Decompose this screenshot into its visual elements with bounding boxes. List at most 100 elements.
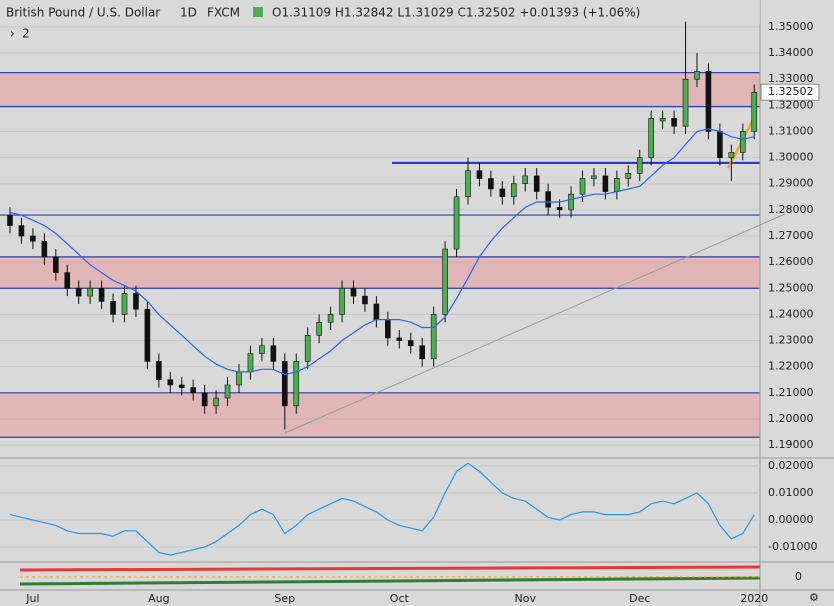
candle-body bbox=[121, 293, 128, 315]
candle-body bbox=[247, 353, 254, 373]
zone bbox=[0, 256, 760, 289]
last-price-box bbox=[760, 83, 820, 101]
candle-body bbox=[270, 345, 277, 362]
candle-body bbox=[259, 345, 265, 354]
candle-body bbox=[373, 303, 380, 320]
candle-body bbox=[430, 314, 437, 360]
candle-body bbox=[327, 314, 334, 323]
candle-body bbox=[739, 131, 746, 153]
candle-body bbox=[705, 71, 712, 132]
candle-body bbox=[419, 345, 426, 360]
indicator-line bbox=[19, 565, 761, 572]
candle-body bbox=[579, 178, 586, 195]
candle-body bbox=[41, 240, 48, 258]
candle-body bbox=[648, 118, 655, 158]
zone bbox=[0, 72, 760, 107]
candle-body bbox=[499, 188, 506, 198]
x-tick-label: Sep bbox=[274, 592, 295, 605]
settings-icon[interactable]: ⚙ bbox=[809, 591, 819, 604]
candle-body bbox=[636, 157, 643, 174]
candle-body bbox=[682, 78, 689, 127]
candle-body bbox=[133, 293, 139, 310]
y-tick-label: 0 bbox=[795, 570, 802, 583]
candle-body bbox=[75, 287, 82, 297]
candle-body bbox=[488, 178, 494, 190]
candle-body bbox=[316, 321, 322, 336]
candle-body bbox=[510, 183, 517, 198]
y-tick-label: -0.01000 bbox=[768, 540, 817, 553]
candle-body bbox=[614, 178, 620, 192]
y-tick-label: 1.21000 bbox=[768, 386, 814, 399]
zone bbox=[0, 392, 760, 438]
y-tick-label: 1.30000 bbox=[768, 151, 814, 164]
y-tick-label: 1.24000 bbox=[768, 307, 814, 320]
candle-body bbox=[7, 214, 13, 226]
candle-body bbox=[659, 118, 666, 122]
y-tick-label: 1.33000 bbox=[768, 72, 814, 85]
x-tick-label: Aug bbox=[148, 592, 169, 605]
candle-body bbox=[396, 337, 403, 341]
candle-body bbox=[568, 193, 574, 211]
y-tick-label: 0.00000 bbox=[768, 513, 814, 526]
candle-body bbox=[224, 384, 231, 399]
candle-body bbox=[64, 272, 71, 289]
candle-body bbox=[362, 295, 368, 305]
candle-body bbox=[442, 248, 448, 315]
last-price-label: 1.32502 bbox=[768, 85, 814, 98]
candle-body bbox=[144, 308, 151, 362]
x-tick-label: Jul bbox=[25, 592, 39, 605]
interval[interactable]: 1D bbox=[180, 6, 197, 20]
price-pane bbox=[0, 26, 760, 446]
y-tick-label: 1.22000 bbox=[768, 360, 814, 373]
candle-body bbox=[602, 175, 609, 192]
collapse-icon[interactable]: › bbox=[10, 27, 15, 41]
x-tick-label: Dec bbox=[629, 592, 650, 605]
candle-body bbox=[293, 361, 300, 407]
candle-body bbox=[236, 371, 242, 386]
candle-body bbox=[385, 319, 391, 339]
candle-body bbox=[591, 175, 597, 179]
y-tick-label: 1.23000 bbox=[768, 334, 814, 347]
candle-body bbox=[87, 287, 93, 297]
y-tick-label: 0.02000 bbox=[768, 459, 814, 472]
ohlc: O1.31109 H1.32842 L1.31029 C1.32502 +0.0… bbox=[272, 6, 640, 20]
candle-body bbox=[625, 172, 632, 179]
candle-body bbox=[339, 287, 345, 315]
moving-average bbox=[9, 128, 755, 376]
y-tick-label: 1.35000 bbox=[768, 20, 814, 33]
collapsed-count[interactable]: 2 bbox=[22, 27, 30, 41]
x-tick-label: 2020 bbox=[740, 592, 768, 605]
candle-body bbox=[281, 361, 288, 407]
candle-body bbox=[522, 175, 529, 185]
candle-body bbox=[156, 361, 162, 381]
candle-body bbox=[407, 340, 414, 347]
y-tick-label: 1.20000 bbox=[768, 412, 814, 425]
candle-body bbox=[533, 175, 540, 192]
candle-body bbox=[350, 287, 357, 297]
y-tick-label: 0.01000 bbox=[768, 486, 814, 499]
candle-body bbox=[178, 384, 185, 388]
y-tick-label: 1.25000 bbox=[768, 281, 814, 294]
candle-body bbox=[476, 170, 483, 179]
y-tick-label: 1.29000 bbox=[768, 177, 814, 190]
candle-body bbox=[728, 152, 735, 158]
candle-body bbox=[694, 71, 700, 80]
candle-body bbox=[465, 170, 471, 198]
candle-body bbox=[453, 196, 460, 250]
candle-body bbox=[556, 206, 563, 211]
y-tick-label: 1.19000 bbox=[768, 438, 814, 451]
title: British Pound / U.S. Dollar bbox=[6, 6, 160, 20]
candle-body bbox=[717, 131, 723, 158]
candle-body bbox=[671, 118, 677, 127]
y-tick-label: 1.26000 bbox=[768, 255, 814, 268]
y-tick-label: 1.32000 bbox=[768, 98, 814, 111]
candle-body bbox=[751, 91, 758, 132]
x-tick-label: Nov bbox=[515, 592, 537, 605]
status-icon bbox=[253, 7, 263, 17]
candle-body bbox=[98, 287, 105, 302]
y-tick-label: 1.34000 bbox=[768, 46, 814, 59]
candle-body bbox=[167, 379, 174, 386]
indicator-line bbox=[19, 576, 761, 586]
x-tick-label: Oct bbox=[390, 592, 410, 605]
